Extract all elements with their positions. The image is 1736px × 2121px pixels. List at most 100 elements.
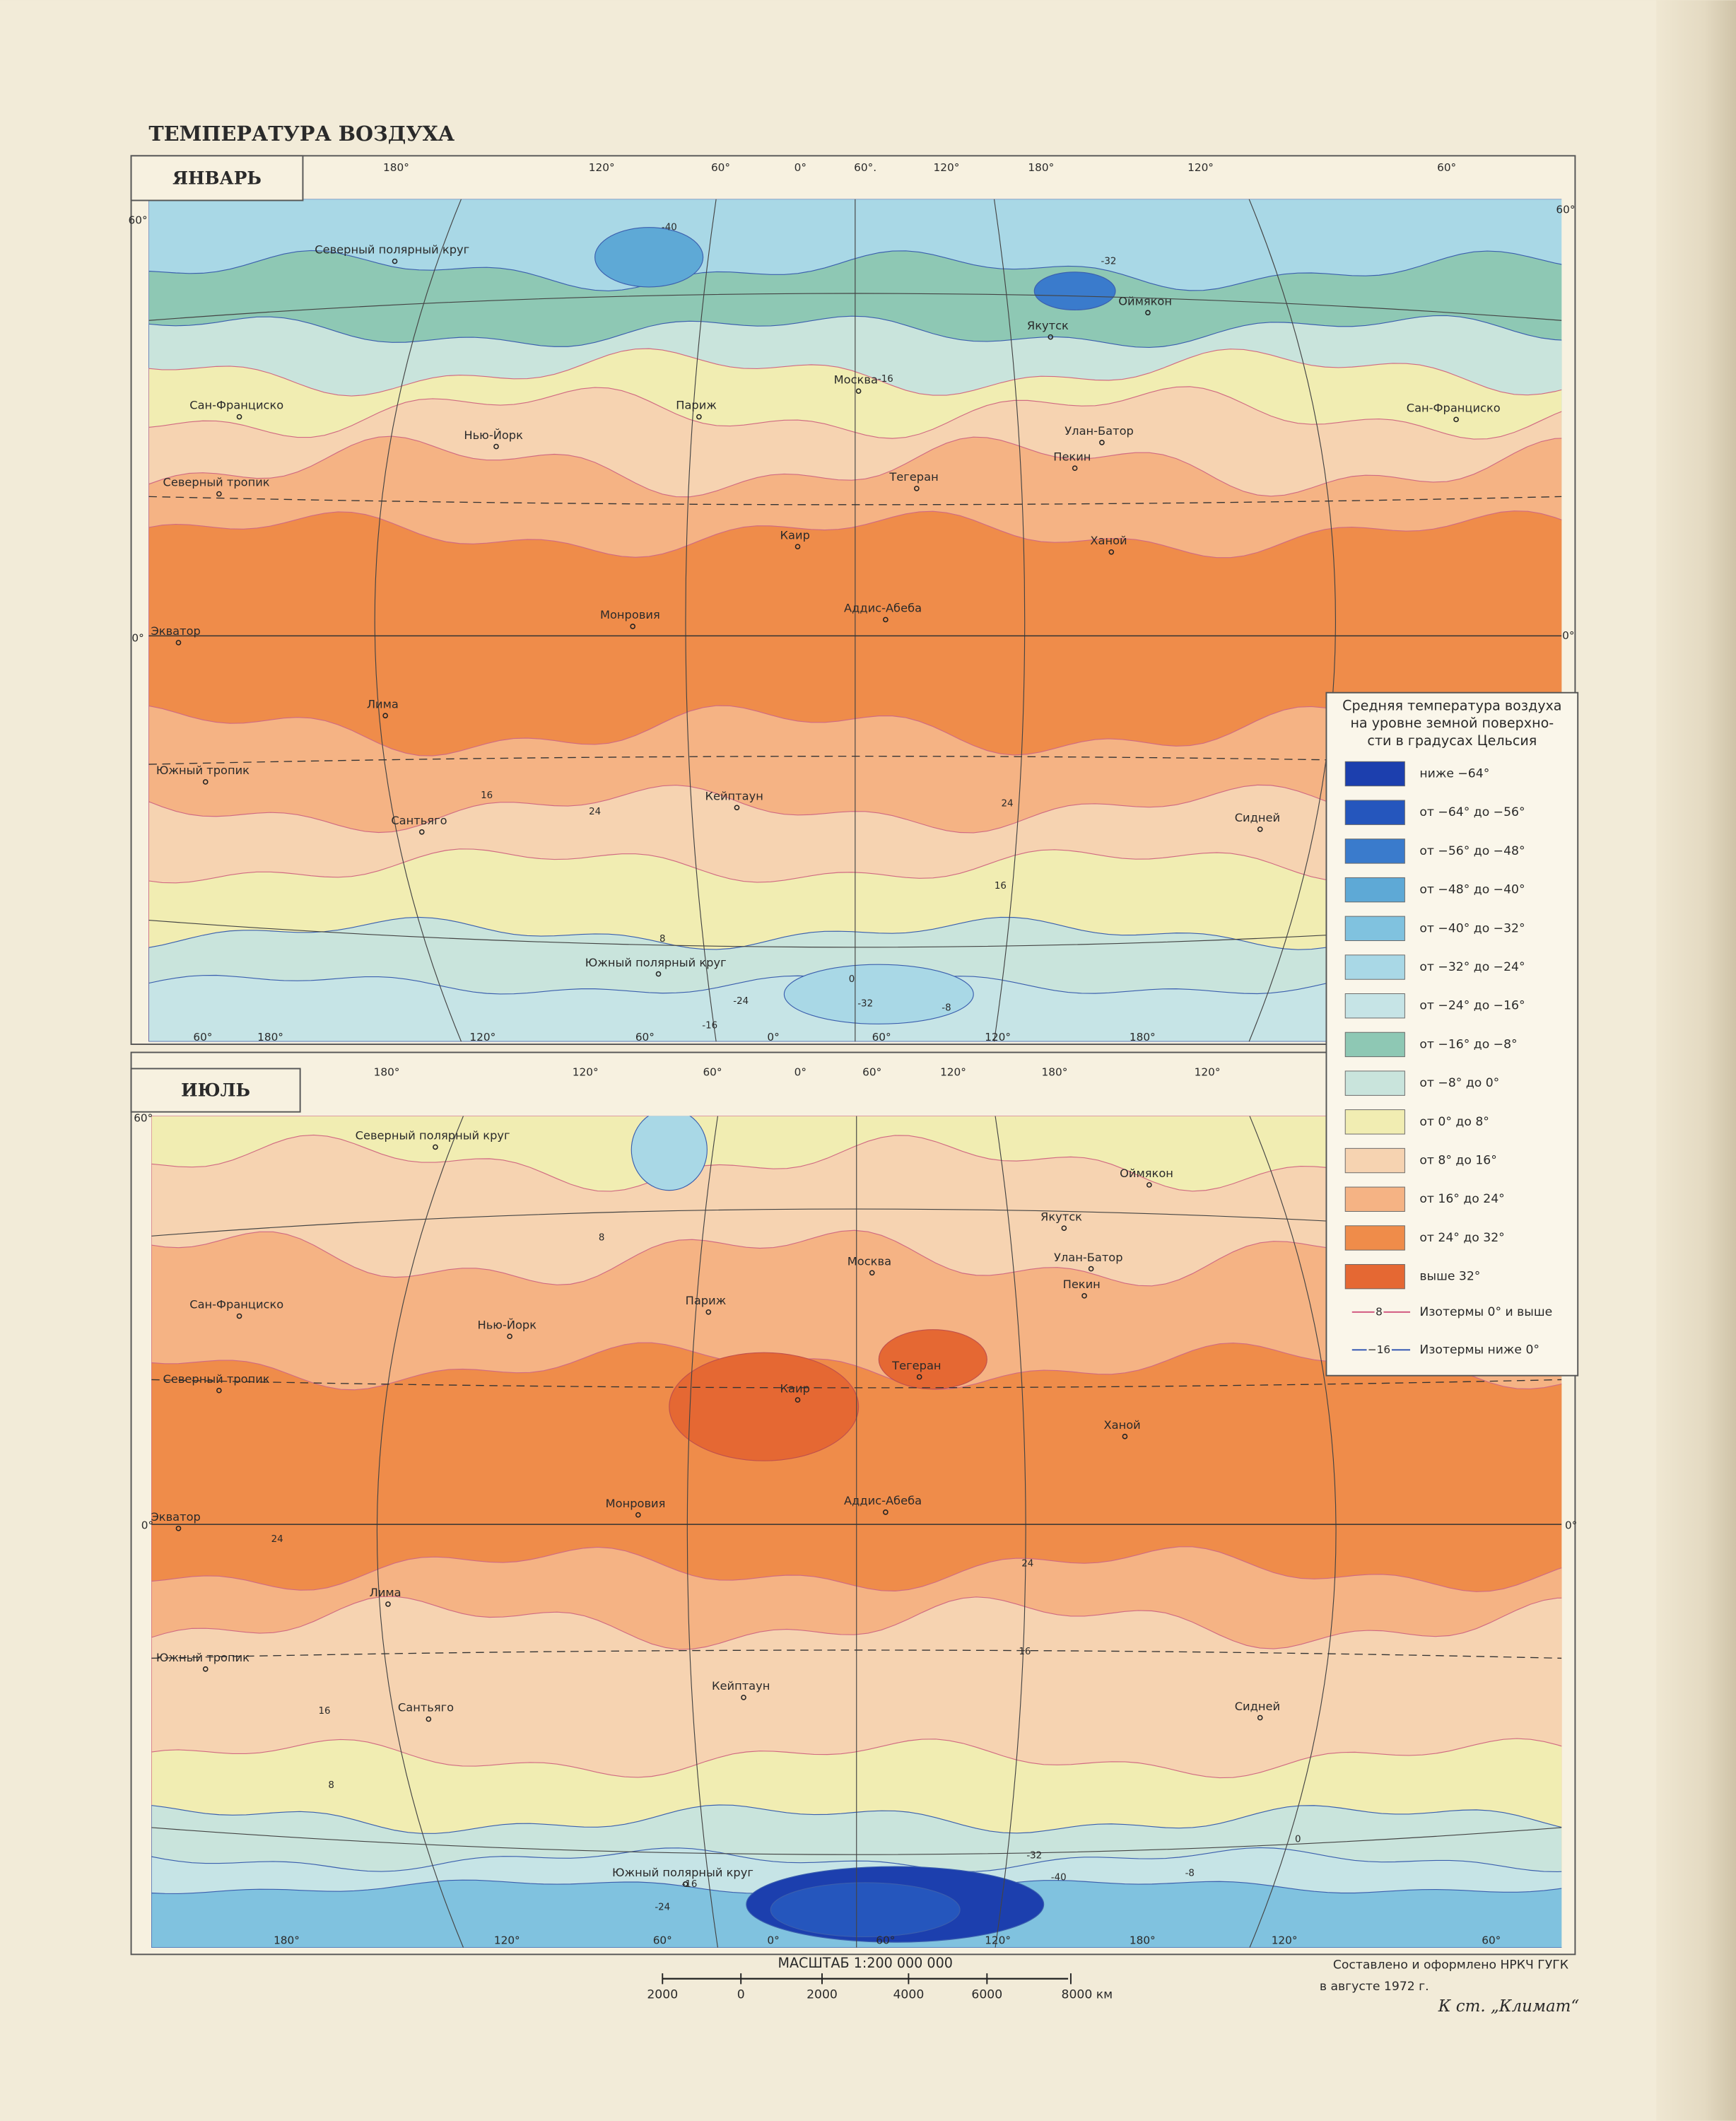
credit-line: Составлено и оформлено НРКЧ ГУГК bbox=[1333, 1958, 1568, 1973]
temperature-zone bbox=[669, 1352, 860, 1461]
isotherm-label: -40 bbox=[1051, 1872, 1067, 1883]
place-marker bbox=[418, 829, 425, 835]
place-label: Лима bbox=[367, 697, 399, 711]
isotherm-label: 16 bbox=[319, 1706, 331, 1717]
place-label: Париж bbox=[676, 399, 717, 412]
scale-tick-label: 6000 bbox=[971, 1988, 1002, 2002]
longitude-label: 60° bbox=[862, 1066, 881, 1079]
longitude-label: 0° bbox=[794, 1066, 807, 1079]
longitude-label: 60° bbox=[653, 1934, 672, 1947]
scale-tick-label: 2000 bbox=[807, 1988, 838, 2002]
credit-note: К ст. „Климат“ bbox=[1438, 1997, 1579, 2016]
place-label: Тегеран bbox=[891, 1359, 941, 1372]
temperature-zone bbox=[770, 1882, 961, 1938]
longitude-label: 120° bbox=[940, 1066, 966, 1079]
longitude-label: 180° bbox=[1130, 1934, 1156, 1947]
month-tab bbox=[130, 155, 304, 201]
legend-swatch bbox=[1344, 1147, 1405, 1174]
isotherm-label: -32 bbox=[857, 999, 873, 1010]
temperature-zone bbox=[878, 1329, 987, 1390]
legend-title: Средняя температура воздуха bbox=[1342, 697, 1561, 713]
isotherm-label: -16 bbox=[878, 374, 893, 385]
meridian bbox=[1248, 199, 1337, 1042]
scale-tick-label: 0 bbox=[737, 1988, 745, 2002]
isotherm-label: 0 bbox=[1295, 1835, 1301, 1845]
place-label: Пекин bbox=[1053, 450, 1091, 463]
tropic bbox=[148, 496, 1562, 506]
place-label: Ханой bbox=[1090, 534, 1127, 547]
meridian bbox=[374, 199, 462, 1042]
scale-bar: МАСШТАБ 1:200 000 000 2000 0 2000 4000 6000 80… bbox=[647, 1955, 1113, 2002]
map-area bbox=[148, 199, 1562, 1042]
place-label: Сантьяго bbox=[391, 814, 447, 827]
place-label: Сидней bbox=[1235, 811, 1280, 824]
legend-swatch bbox=[1344, 1070, 1405, 1096]
longitude-label: 120° bbox=[934, 161, 960, 174]
place-marker bbox=[202, 1666, 209, 1672]
place-label: Нью-Йорк bbox=[464, 428, 523, 442]
place-marker bbox=[741, 1695, 746, 1700]
isotherm-label: -32 bbox=[1101, 257, 1117, 267]
temperature-zone bbox=[783, 964, 974, 1024]
legend-label: от 8° до 16° bbox=[1419, 1154, 1496, 1168]
place-label: Южный полярный круг bbox=[585, 956, 727, 969]
legend-label: выше 32° bbox=[1419, 1270, 1480, 1284]
month-label: ЯНВАРЬ bbox=[172, 168, 262, 188]
legend-label: от −16° до −8° bbox=[1419, 1037, 1517, 1051]
isotherm-label: -32 bbox=[1026, 1851, 1042, 1862]
isotherm-label: -8 bbox=[942, 1003, 951, 1013]
legend-label: от 0° до 8° bbox=[1419, 1115, 1489, 1129]
legend-swatch bbox=[1344, 1109, 1405, 1135]
legend-swatch bbox=[1344, 800, 1405, 825]
longitude-label: 120° bbox=[1195, 1066, 1221, 1079]
longitude-label: 120° bbox=[985, 1031, 1011, 1044]
isotherm-label: 16 bbox=[995, 881, 1007, 892]
place-label: Якутск bbox=[1027, 319, 1069, 332]
map-panel: ИЮЛЬ 180° 120° 60° 0° 60° 120° 180° 120° 60° 180° 1… bbox=[130, 1051, 1577, 1956]
place-marker bbox=[794, 1397, 801, 1403]
place-label: Южный тропик bbox=[156, 764, 250, 777]
meridian bbox=[1249, 1116, 1337, 1948]
place-marker bbox=[1081, 1292, 1087, 1299]
meridian bbox=[686, 1116, 718, 1948]
place-marker bbox=[1145, 310, 1151, 316]
longitude-label: 60° bbox=[1437, 161, 1456, 174]
legend-label: от −8° до 0° bbox=[1419, 1076, 1499, 1090]
isotherm-label: 24 bbox=[589, 807, 601, 817]
longitude-label: 60° bbox=[876, 1934, 895, 1947]
isotherm-label: 8 bbox=[659, 934, 666, 945]
latitude-label: 0° bbox=[1562, 629, 1574, 642]
longitude-label: 60° bbox=[703, 1066, 722, 1079]
isotherm-label: -16 bbox=[702, 1020, 717, 1031]
legend-label: от −64° до −56° bbox=[1419, 805, 1525, 819]
legend-swatch bbox=[1344, 916, 1405, 942]
scale-tick-label: 8000 км bbox=[1062, 1988, 1113, 2002]
place-label: Северный тропик bbox=[163, 476, 269, 489]
map-area bbox=[151, 1116, 1562, 1948]
maps: ЯНВАРЬ 180° 120° 60° 0° 60°. 120° 180° 120° 60° 60… bbox=[129, 155, 1577, 1956]
legend-isoline-sample: 8 bbox=[1376, 1305, 1383, 1318]
polar-circle bbox=[148, 293, 1562, 321]
place-marker bbox=[382, 713, 388, 719]
place-marker bbox=[1453, 416, 1459, 423]
map-panel: ЯНВАРЬ 180° 120° 60° 0° 60°. 120° 180° 120° 60° 60… bbox=[129, 155, 1576, 1046]
place-marker bbox=[175, 640, 182, 645]
place-marker bbox=[734, 805, 740, 811]
scale-title: МАСШТАБ 1:200 000 000 bbox=[778, 1955, 952, 1971]
longitude-label: 0° bbox=[767, 1934, 779, 1947]
place-marker bbox=[1257, 826, 1263, 832]
meridian bbox=[995, 1116, 1026, 1948]
place-label: Париж bbox=[686, 1294, 727, 1307]
credits: Составлено и оформлено НРКЧ ГУГК в август… bbox=[1320, 1958, 1579, 2016]
legend-swatch bbox=[1344, 839, 1405, 864]
longitude-label: 180° bbox=[383, 161, 409, 174]
legend-label: от −56° до −48° bbox=[1419, 844, 1525, 858]
scale-tick-label: 4000 bbox=[893, 1988, 924, 2002]
longitude-label: 180° bbox=[1130, 1031, 1156, 1044]
longitude-label: 120° bbox=[573, 1066, 599, 1079]
place-marker bbox=[1072, 465, 1078, 472]
legend-label: от 24° до 32° bbox=[1419, 1231, 1504, 1245]
legend-swatch bbox=[1344, 1032, 1405, 1058]
place-label: Монровия bbox=[600, 608, 660, 621]
